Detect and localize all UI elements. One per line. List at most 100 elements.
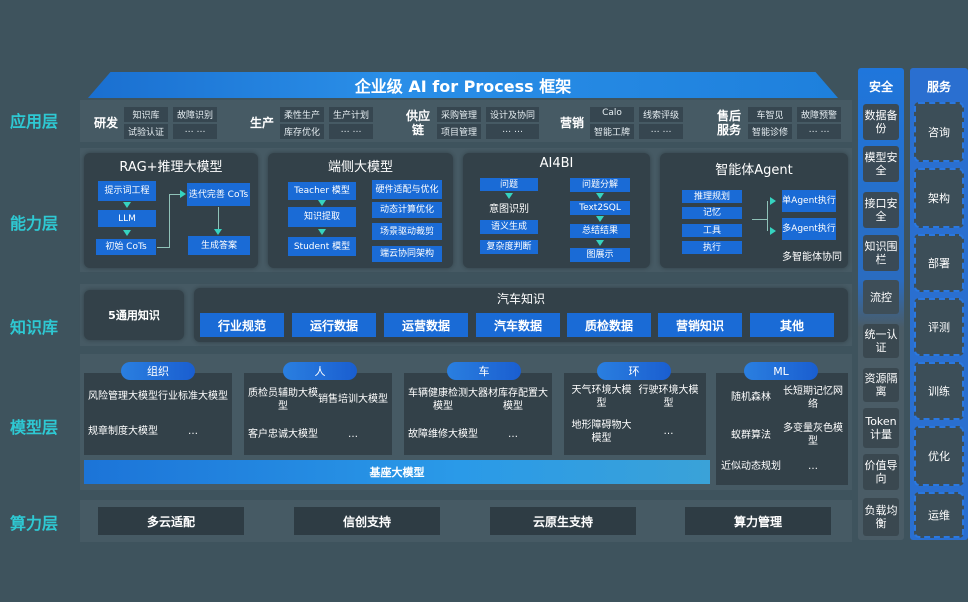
arrow-down-icon <box>596 240 604 246</box>
arrow-down-icon <box>123 202 131 208</box>
arrow-down-icon <box>214 229 222 235</box>
model-group-label: 人 <box>283 362 357 380</box>
service-item[interactable]: 运维 <box>914 492 964 538</box>
knowledge-item[interactable]: 汽车数据 <box>476 313 560 337</box>
security-item[interactable]: 负载均衡 <box>863 498 899 536</box>
app-item[interactable]: 设计及协同 <box>486 107 540 122</box>
app-item[interactable]: 知识库 <box>124 107 169 122</box>
model-item: 随机森林 <box>731 392 771 404</box>
app-item[interactable]: 柔性生产 <box>280 107 325 122</box>
service-item[interactable]: 训练 <box>914 362 964 420</box>
flow-box: 语义生成 <box>480 220 538 234</box>
security-item[interactable]: 接口安全 <box>863 192 899 228</box>
app-item[interactable]: … … <box>639 124 684 139</box>
app-item[interactable]: … … <box>486 124 540 139</box>
app-group-label: 营销 <box>560 116 585 130</box>
knowledge-item[interactable]: 营销知识 <box>658 313 742 337</box>
app-item[interactable]: 试验认证 <box>124 124 169 139</box>
flow-box: 生成答案 <box>188 236 250 255</box>
app-item[interactable]: 故障识别 <box>173 107 218 122</box>
flow-box: 执行 <box>682 241 742 254</box>
app-item[interactable]: Calo <box>590 107 635 122</box>
app-group-after-sales: 售后服务 车智见 故障预警 智能诊修 … … <box>716 107 842 139</box>
service-item[interactable]: 优化 <box>914 426 964 486</box>
app-item[interactable]: 智能工牌 <box>590 124 635 139</box>
app-group-label: 售后服务 <box>716 109 741 137</box>
compute-item[interactable]: 信创支持 <box>294 507 440 535</box>
flow-box: Teacher 模型 <box>288 182 356 200</box>
model-group-label: ML <box>744 362 818 380</box>
layer-label-compute: 算力层 <box>10 514 59 533</box>
flow-box: 动态计算优化 <box>372 202 442 218</box>
app-item[interactable]: … … <box>173 124 218 139</box>
flow-box: 图展示 <box>570 248 630 262</box>
panel-title: AI4BI <box>539 156 574 171</box>
flow-box: 记忆 <box>682 207 742 219</box>
connector-line <box>752 219 768 220</box>
arrow-down-icon <box>596 216 604 222</box>
security-item[interactable]: Token计量 <box>863 408 899 448</box>
framework-title: 企业级 AI for Process 框架 <box>354 77 572 96</box>
security-item[interactable]: 流控 <box>863 280 899 314</box>
compute-item[interactable]: 云原生支持 <box>490 507 636 535</box>
arrow-down-icon <box>596 193 604 199</box>
app-item[interactable]: 故障预警 <box>797 107 842 122</box>
service-item[interactable]: 评测 <box>914 298 964 356</box>
knowledge-item[interactable]: 运营数据 <box>384 313 468 337</box>
model-item: … <box>508 429 518 441</box>
model-item: 多变量灰色模型 <box>783 423 843 448</box>
auto-knowledge-title: 汽车知识 <box>496 292 545 306</box>
service-item[interactable]: 咨询 <box>914 102 964 162</box>
model-item: 风险管理大模型 <box>88 391 158 402</box>
app-item[interactable]: 库存优化 <box>280 124 325 139</box>
security-item[interactable]: 价值导向 <box>863 454 899 490</box>
model-item: … <box>663 426 674 437</box>
security-item[interactable]: 数据备份 <box>863 104 899 140</box>
security-item[interactable]: 统一认证 <box>863 324 899 358</box>
framework-title-banner: 企业级 AI for Process 框架 <box>88 72 838 98</box>
compute-item[interactable]: 多云适配 <box>98 507 244 535</box>
security-item[interactable]: 资源隔离 <box>863 368 899 402</box>
app-item[interactable]: 车智见 <box>748 107 793 122</box>
model-item: 地形障碍物大模型 <box>571 419 632 444</box>
flow-box: 迭代完善 CoTs <box>187 183 250 206</box>
connector-line <box>218 207 219 229</box>
flow-box: 初始 CoTs <box>96 239 156 255</box>
base-model-label: 基座大模型 <box>369 466 425 479</box>
knowledge-item[interactable]: 其他 <box>750 313 834 337</box>
app-item[interactable]: 智能诊修 <box>748 124 793 139</box>
model-group-label: 环 <box>597 362 671 380</box>
flow-box: Text2SQL <box>570 201 630 215</box>
flow-box: Student 模型 <box>288 237 356 256</box>
flow-box: 硬件适配与优化 <box>372 180 442 199</box>
app-item[interactable]: 项目管理 <box>437 124 482 139</box>
general-knowledge-box: 5通用知识 <box>84 290 184 340</box>
service-item[interactable]: 部署 <box>914 234 964 292</box>
model-group-label: 组织 <box>121 362 195 380</box>
app-group-rd: 研发 知识库 故障识别 试验认证 … … <box>94 107 218 139</box>
flow-box: LLM <box>98 210 156 227</box>
compute-item[interactable]: 算力管理 <box>685 507 831 535</box>
flow-box: 单Agent执行 <box>782 190 836 212</box>
panel-title: 智能体Agent <box>715 163 793 178</box>
app-item[interactable]: 线索评级 <box>639 107 684 122</box>
flow-box: 问题分解 <box>570 178 630 192</box>
arrow-right-icon <box>770 197 776 205</box>
app-item[interactable]: … … <box>797 124 842 139</box>
app-group-marketing: 营销 Calo 线索评级 智能工牌 … … <box>560 107 684 139</box>
knowledge-item[interactable]: 行业规范 <box>200 313 284 337</box>
app-item[interactable]: … … <box>329 124 374 139</box>
security-item[interactable]: 模型安全 <box>863 146 899 182</box>
app-item[interactable]: 采购管理 <box>437 107 482 122</box>
security-item[interactable]: 知识围栏 <box>863 235 899 271</box>
service-title: 服务 <box>926 80 951 94</box>
knowledge-item[interactable]: 运行数据 <box>292 313 376 337</box>
service-item[interactable]: 架构 <box>914 168 964 228</box>
flow-box: 总结结果 <box>570 224 630 238</box>
knowledge-item[interactable]: 质检数据 <box>567 313 651 337</box>
model-group-people: 质检员辅助大模型 销售培训大模型 客户忠诚大模型… <box>244 373 392 455</box>
security-title: 安全 <box>868 80 893 94</box>
app-item[interactable]: 生产计划 <box>329 107 374 122</box>
arrow-right-icon <box>770 227 776 235</box>
model-item: 天气环境大模型 <box>571 384 632 409</box>
